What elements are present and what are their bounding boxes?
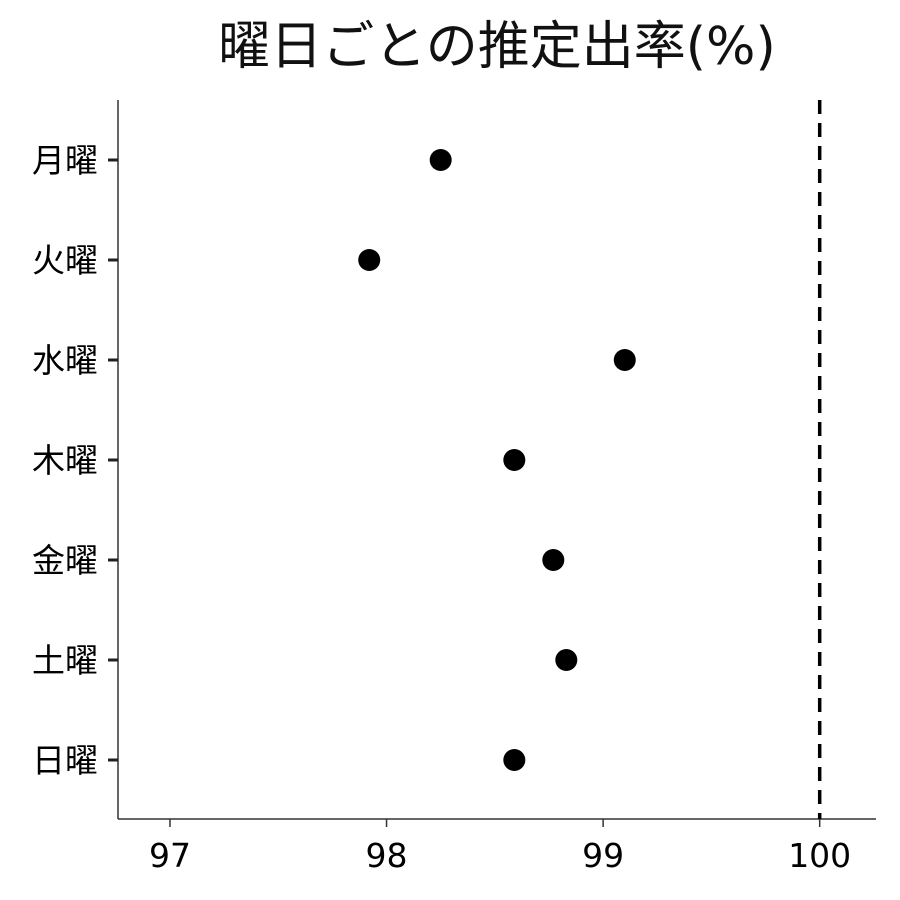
y-tick-label: 金曜: [32, 541, 98, 580]
data-point: [429, 149, 452, 171]
data-point: [613, 349, 636, 371]
chart-title: 曜日ごとの推定出率(%): [218, 17, 775, 77]
y-tick-label: 水曜: [32, 341, 98, 380]
x-tick-label: 97: [149, 836, 191, 875]
x-tick-label: 98: [366, 836, 408, 875]
data-point: [555, 649, 578, 671]
y-tick-label: 木曜: [32, 441, 98, 480]
data-point: [542, 549, 565, 571]
y-tick-label: 日曜: [32, 741, 98, 780]
data-point: [503, 749, 526, 771]
data-point: [503, 449, 526, 471]
y-tick-label: 土曜: [32, 641, 98, 680]
y-tick-label: 火曜: [32, 241, 98, 280]
x-tick-label: 99: [582, 836, 624, 875]
y-tick-label: 月曜: [32, 141, 98, 180]
x-tick-label: 100: [788, 836, 851, 875]
data-point: [358, 249, 381, 271]
